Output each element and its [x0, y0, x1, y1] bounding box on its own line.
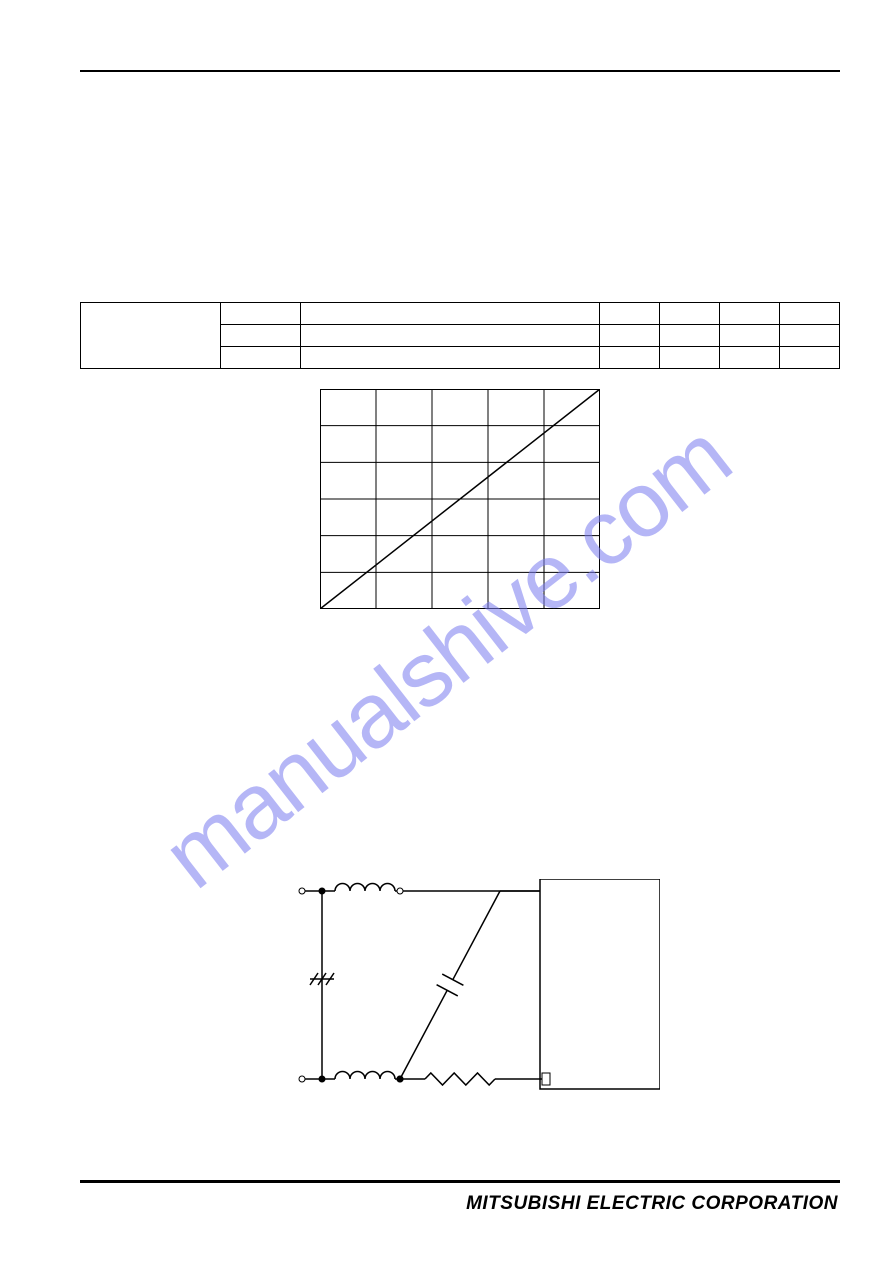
- chart-svg: [320, 389, 600, 609]
- circuit-diagram: [290, 879, 660, 1119]
- footer-company: MITSUBISHI ELECTRIC CORPORATION: [466, 1193, 838, 1215]
- footer-rule: [80, 1180, 840, 1183]
- line-chart: [320, 389, 600, 609]
- spec-table: [80, 302, 840, 369]
- header-rule: [80, 70, 840, 72]
- table-row: [81, 303, 840, 325]
- circuit-svg: [290, 879, 660, 1119]
